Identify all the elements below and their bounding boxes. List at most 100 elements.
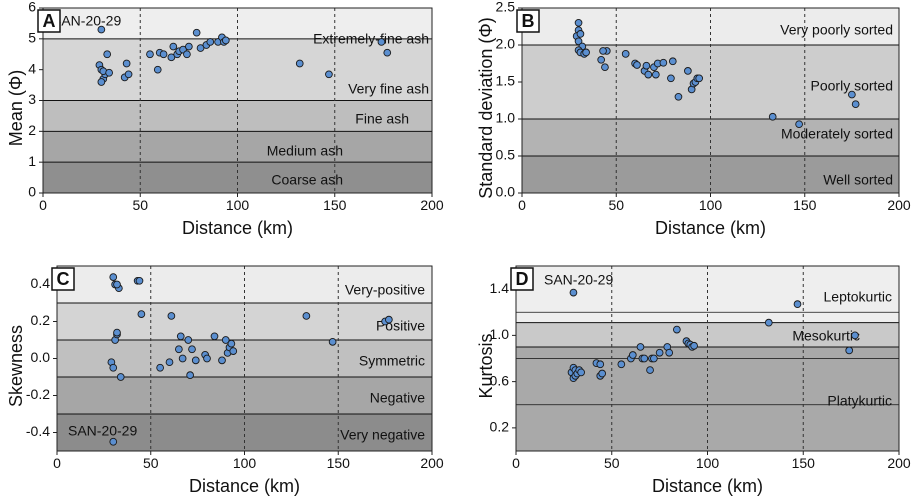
data-point — [136, 277, 143, 284]
x-tick-label: 100 — [696, 455, 720, 471]
y-tick-label: 1 — [28, 153, 36, 169]
data-point — [634, 62, 641, 69]
sample-annotation: SAN-20-29 — [52, 13, 121, 29]
panel-letter: D — [516, 269, 529, 289]
data-point — [179, 355, 186, 362]
x-tick-label: 200 — [420, 197, 444, 213]
data-point — [622, 50, 629, 57]
x-tick-label: 200 — [420, 455, 444, 471]
band-label: Very-positive — [345, 282, 425, 298]
x-tick-label: 200 — [887, 197, 911, 213]
y-tick-label: 2 — [28, 122, 36, 138]
data-point — [384, 49, 391, 56]
data-point — [637, 344, 644, 351]
y-tick-label: -0.4 — [26, 423, 50, 439]
data-point — [599, 370, 606, 377]
data-point — [385, 316, 392, 323]
data-point — [668, 75, 675, 82]
x-tick-label: 50 — [143, 455, 159, 471]
band-label: Well sorted — [823, 172, 893, 188]
data-point — [185, 337, 192, 344]
data-point — [669, 58, 676, 65]
data-point — [154, 66, 161, 73]
data-point — [600, 48, 607, 55]
data-point — [675, 93, 682, 100]
data-point — [110, 274, 117, 281]
data-point — [157, 364, 164, 371]
y-tick-label: 4 — [28, 60, 36, 76]
data-point — [684, 68, 691, 75]
x-tick-label: 150 — [792, 455, 816, 471]
data-point — [656, 349, 663, 356]
y-axis-label: Mean (Φ) — [6, 70, 26, 146]
data-point — [138, 311, 145, 318]
data-point — [170, 43, 177, 50]
data-point — [110, 364, 117, 371]
data-point — [578, 369, 585, 376]
y-tick-label: 0.0 — [31, 349, 51, 365]
x-tick-label: 0 — [39, 197, 47, 213]
panel-letter: A — [43, 11, 56, 31]
data-point — [378, 39, 385, 46]
data-point — [166, 359, 173, 366]
x-tick-label: 100 — [699, 197, 723, 213]
data-point — [643, 62, 650, 69]
band-label: Platykurtic — [827, 393, 892, 409]
data-point — [192, 357, 199, 364]
x-tick-label: 200 — [887, 455, 911, 471]
sample-annotation: SAN-20-29 — [68, 423, 137, 439]
data-point — [618, 361, 625, 368]
x-axis-label: Distance (km) — [652, 476, 763, 496]
data-point — [765, 319, 772, 326]
y-tick-label: 0 — [28, 184, 36, 200]
data-point — [673, 326, 680, 333]
data-point — [666, 349, 673, 356]
data-point — [647, 367, 654, 374]
data-point — [691, 342, 698, 349]
data-point — [303, 313, 310, 320]
band-label: Medium ash — [267, 143, 343, 159]
panel-c: Very negativeNegativeSymmetricPositiveVe… — [6, 266, 444, 496]
data-point — [110, 438, 117, 445]
x-tick-label: 0 — [53, 455, 61, 471]
data-point — [602, 64, 609, 71]
data-point — [123, 60, 130, 67]
data-point — [794, 301, 801, 308]
data-point — [641, 355, 648, 362]
data-point — [583, 49, 590, 56]
data-point — [796, 121, 803, 128]
y-tick-label: 1.5 — [496, 73, 516, 89]
x-tick-label: 50 — [604, 455, 620, 471]
y-tick-label: 5 — [28, 30, 36, 46]
y-tick-label: 0.2 — [31, 312, 51, 328]
data-point — [207, 39, 214, 46]
data-point — [106, 69, 113, 76]
data-point — [652, 71, 659, 78]
band-label: Very fine ash — [348, 81, 429, 97]
data-point — [650, 355, 657, 362]
data-point — [168, 313, 175, 320]
data-point — [660, 59, 667, 66]
data-point — [117, 374, 124, 381]
x-tick-label: 100 — [233, 455, 257, 471]
y-tick-label: 1.0 — [496, 110, 516, 126]
x-axis-label: Distance (km) — [189, 476, 300, 496]
y-tick-label: 0.0 — [496, 184, 516, 200]
x-tick-label: 0 — [512, 455, 520, 471]
data-point — [329, 338, 336, 345]
data-point — [597, 361, 604, 368]
panel-letter: C — [57, 269, 70, 289]
data-point — [125, 71, 132, 78]
x-tick-label: 150 — [323, 197, 347, 213]
panel-d: Platykurtic Mesokurtic Leptokurtic SAN-20-2… — [476, 266, 911, 496]
data-point — [211, 333, 218, 340]
data-point — [184, 51, 191, 58]
data-point — [147, 51, 154, 58]
y-tick-label: 0.2 — [490, 419, 510, 435]
y-axis-label: Standard deviation (Φ) — [476, 17, 496, 198]
data-point — [114, 281, 121, 288]
data-point — [629, 352, 636, 359]
band-label: Leptokurtic — [824, 289, 892, 305]
figure: Coarse ashMedium ashFine ashVery fine as… — [0, 0, 913, 498]
data-point — [296, 60, 303, 67]
